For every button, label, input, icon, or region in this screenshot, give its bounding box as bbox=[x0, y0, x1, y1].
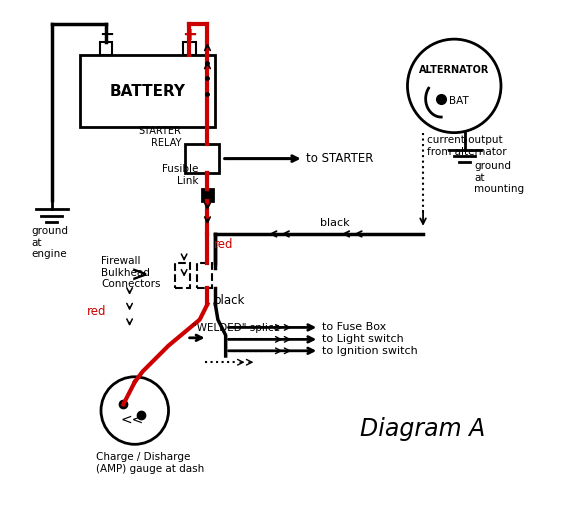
Text: to Fuse Box: to Fuse Box bbox=[322, 322, 386, 332]
Text: Fusible
Link: Fusible Link bbox=[162, 164, 198, 186]
Bar bbox=[197, 262, 211, 288]
Text: black: black bbox=[214, 293, 245, 307]
Text: Diagram A: Diagram A bbox=[361, 417, 486, 440]
Circle shape bbox=[407, 39, 501, 133]
Circle shape bbox=[101, 377, 169, 444]
Text: ALTERNATOR: ALTERNATOR bbox=[419, 65, 490, 75]
Text: <<: << bbox=[120, 413, 144, 427]
Text: black: black bbox=[320, 218, 350, 228]
Text: to STARTER: to STARTER bbox=[306, 152, 374, 165]
Text: STARTER
RELAY: STARTER RELAY bbox=[138, 126, 181, 148]
Text: BAT: BAT bbox=[449, 97, 469, 107]
Text: Firewall
Bulkhead
Connectors: Firewall Bulkhead Connectors bbox=[101, 256, 161, 289]
Text: >: > bbox=[131, 266, 149, 286]
Text: to Ignition switch: to Ignition switch bbox=[322, 346, 418, 356]
Text: current output
from alternator: current output from alternator bbox=[427, 135, 507, 157]
Bar bbox=[100, 41, 112, 55]
Text: ground
at
engine: ground at engine bbox=[31, 226, 68, 259]
Text: red: red bbox=[87, 306, 106, 318]
Bar bbox=[183, 41, 195, 55]
Text: ground
at
mounting: ground at mounting bbox=[474, 161, 524, 194]
Bar bbox=[175, 262, 190, 288]
Bar bbox=[80, 55, 215, 128]
Text: Charge / Disharge
(AMP) gauge at dash: Charge / Disharge (AMP) gauge at dash bbox=[96, 452, 204, 474]
Text: −: − bbox=[98, 26, 113, 44]
Text: BATTERY: BATTERY bbox=[110, 83, 185, 99]
Text: to Light switch: to Light switch bbox=[322, 334, 404, 344]
Text: red: red bbox=[214, 238, 233, 251]
Bar bbox=[202, 189, 213, 201]
Text: "WELDED" splice: "WELDED" splice bbox=[192, 323, 280, 333]
Bar bbox=[185, 144, 219, 173]
Text: +: + bbox=[182, 26, 197, 44]
